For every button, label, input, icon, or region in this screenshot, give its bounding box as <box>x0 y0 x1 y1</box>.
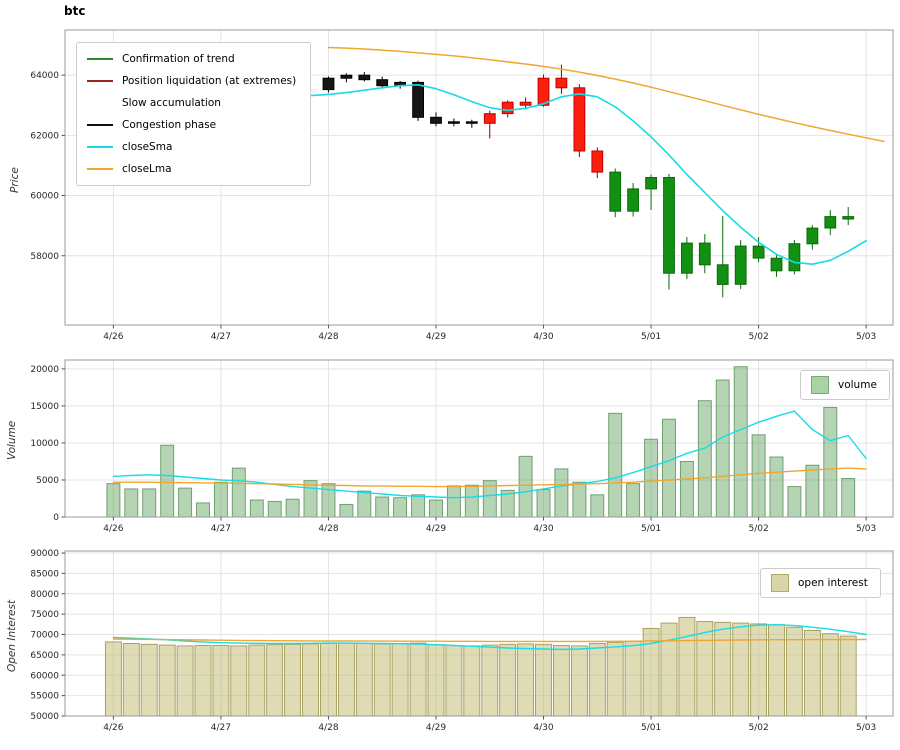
x-tick-label: 4/29 <box>426 332 446 342</box>
x-tick-label: 5/01 <box>641 723 661 733</box>
x-tick-label: 4/28 <box>318 332 338 342</box>
open-interest-panel: 4/26 4/27 4/28 4/29 4/30 5/01 5/02 5/03 50000 550… <box>30 549 894 733</box>
x-tick-label: 5/02 <box>748 524 768 534</box>
x-tick-label: 4/29 <box>426 524 446 534</box>
legend-item-closesma: closeSma <box>87 140 296 154</box>
lma-line <box>112 638 867 643</box>
closeSma <box>291 84 867 266</box>
green-line-swatch-icon <box>87 58 113 60</box>
legend-item-confirmation-of-trend: Confirmation of trend <box>87 52 296 66</box>
volume-legend: volume <box>800 370 890 400</box>
x-tick-label: 4/30 <box>533 332 553 342</box>
x-tick-label: 4/28 <box>318 723 338 733</box>
y-tick-label: 0 <box>53 513 59 523</box>
white-line-swatch-icon <box>87 102 113 104</box>
legend-label: closeLma <box>122 163 172 175</box>
price-legend: Confirmation of trend Position liquidati… <box>76 42 312 186</box>
lines-layer <box>112 410 867 499</box>
x-tick-label: 4/27 <box>211 524 231 534</box>
y-tick-label: 85000 <box>30 569 59 579</box>
page-title: btc <box>64 4 86 18</box>
open-interest-legend: open interest <box>760 568 881 598</box>
volume-swatch-icon <box>811 376 829 394</box>
x-tick-label: 4/26 <box>103 524 123 534</box>
x-tick-label: 5/01 <box>641 332 661 342</box>
legend-label: Position liquidation (at extremes) <box>122 75 297 87</box>
x-tick-label: 4/27 <box>211 723 231 733</box>
cyan-line-swatch-icon <box>87 146 113 148</box>
lma-line <box>112 467 867 488</box>
axis-layer: 4/26 4/27 4/28 4/29 4/30 5/01 5/02 5/03 58000 600… <box>30 29 894 342</box>
y-tick-label: 20000 <box>30 365 59 375</box>
x-tick-label: 5/03 <box>856 332 876 342</box>
axis-layer: 4/26 4/27 4/28 4/29 4/30 5/01 5/02 5/03 50000 550… <box>30 549 894 733</box>
y-tick-label: 58000 <box>30 252 59 262</box>
y-tick-label: 50000 <box>30 712 59 722</box>
legend-label: Confirmation of trend <box>122 53 235 65</box>
legend-item-position-liquidation: Position liquidation (at extremes) <box>87 74 296 88</box>
x-tick-label: 4/27 <box>211 332 231 342</box>
x-tick-label: 4/28 <box>318 524 338 534</box>
bars-layer <box>104 616 857 717</box>
x-tick-label: 4/26 <box>103 332 123 342</box>
orange-line-swatch-icon <box>87 168 113 170</box>
y-tick-label: 70000 <box>30 631 59 641</box>
y-tick-label: 55000 <box>30 692 59 702</box>
x-tick-label: 4/29 <box>426 723 446 733</box>
y-tick-label: 60000 <box>30 671 59 681</box>
axis-layer: 4/26 4/27 4/28 4/29 4/30 5/01 5/02 5/03 0 5000 100… <box>30 359 894 534</box>
y-tick-label: 80000 <box>30 590 59 600</box>
legend-label: volume <box>838 379 877 391</box>
open-interest-swatch-icon <box>771 574 789 592</box>
y-tick-label: 65000 <box>30 651 59 661</box>
legend-item-slow-accumulation: Slow accumulation <box>87 96 296 110</box>
x-tick-label: 5/02 <box>748 723 768 733</box>
y-tick-label: 90000 <box>30 549 59 559</box>
closeLma <box>327 46 885 143</box>
x-tick-label: 5/02 <box>748 332 768 342</box>
sma-line <box>112 410 867 499</box>
x-tick-label: 5/03 <box>856 524 876 534</box>
x-tick-label: 4/30 <box>533 723 553 733</box>
legend-label: closeSma <box>122 141 173 153</box>
y-tick-label: 64000 <box>30 71 59 81</box>
legend-label: Slow accumulation <box>122 97 221 109</box>
dark-red-line-swatch-icon <box>87 80 113 82</box>
legend-item-closelma: closeLma <box>87 162 296 176</box>
y-tick-label: 5000 <box>36 476 59 486</box>
legend-item-congestion-phase: Congestion phase <box>87 118 296 132</box>
lines-layer <box>112 624 867 651</box>
y-tick-label: 15000 <box>30 402 59 412</box>
y-tick-label: 62000 <box>30 131 59 141</box>
legend-label: open interest <box>798 577 868 589</box>
black-line-swatch-icon <box>87 124 113 126</box>
sma-line <box>112 624 867 651</box>
x-tick-label: 5/03 <box>856 723 876 733</box>
lines-layer <box>291 46 885 266</box>
legend-label: Congestion phase <box>122 119 217 131</box>
y-tick-label: 60000 <box>30 192 59 202</box>
y-tick-label: 75000 <box>30 610 59 620</box>
bars-layer <box>106 366 856 518</box>
x-tick-label: 4/26 <box>103 723 123 733</box>
y-tick-label: 10000 <box>30 439 59 449</box>
volume-panel: 4/26 4/27 4/28 4/29 4/30 5/01 5/02 5/03 0 5000 100… <box>30 359 894 534</box>
x-tick-label: 4/30 <box>533 524 553 534</box>
x-tick-label: 5/01 <box>641 524 661 534</box>
